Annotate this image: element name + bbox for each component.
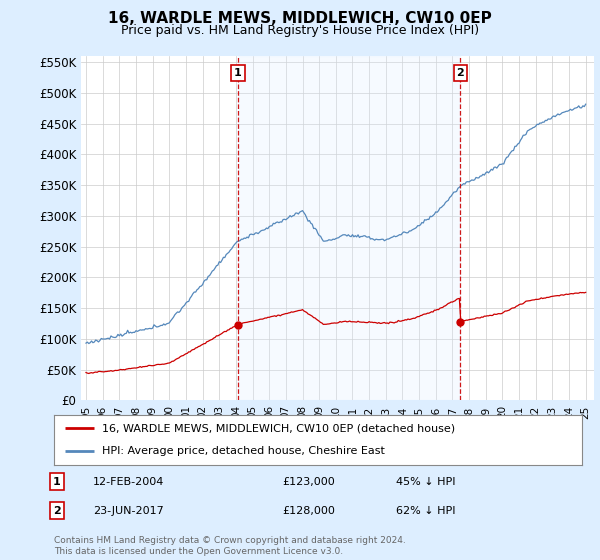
- Text: 45% ↓ HPI: 45% ↓ HPI: [396, 477, 455, 487]
- Text: 16, WARDLE MEWS, MIDDLEWICH, CW10 0EP (detached house): 16, WARDLE MEWS, MIDDLEWICH, CW10 0EP (d…: [101, 423, 455, 433]
- Text: £128,000: £128,000: [282, 506, 335, 516]
- Text: 2: 2: [457, 68, 464, 78]
- Text: 1: 1: [234, 68, 242, 78]
- Text: HPI: Average price, detached house, Cheshire East: HPI: Average price, detached house, Ches…: [101, 446, 385, 456]
- Text: £123,000: £123,000: [282, 477, 335, 487]
- Text: 23-JUN-2017: 23-JUN-2017: [93, 506, 164, 516]
- Text: 12-FEB-2004: 12-FEB-2004: [93, 477, 164, 487]
- Bar: [238, 56, 460, 400]
- Text: 2: 2: [53, 506, 61, 516]
- Text: Price paid vs. HM Land Registry's House Price Index (HPI): Price paid vs. HM Land Registry's House …: [121, 24, 479, 37]
- Text: 1: 1: [53, 477, 61, 487]
- Text: 16, WARDLE MEWS, MIDDLEWICH, CW10 0EP: 16, WARDLE MEWS, MIDDLEWICH, CW10 0EP: [108, 11, 492, 26]
- Text: Contains HM Land Registry data © Crown copyright and database right 2024.
This d: Contains HM Land Registry data © Crown c…: [54, 536, 406, 556]
- Text: 62% ↓ HPI: 62% ↓ HPI: [396, 506, 455, 516]
